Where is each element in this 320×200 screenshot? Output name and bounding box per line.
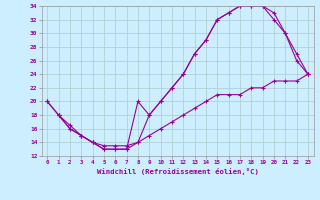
X-axis label: Windchill (Refroidissement éolien,°C): Windchill (Refroidissement éolien,°C) bbox=[97, 168, 259, 175]
